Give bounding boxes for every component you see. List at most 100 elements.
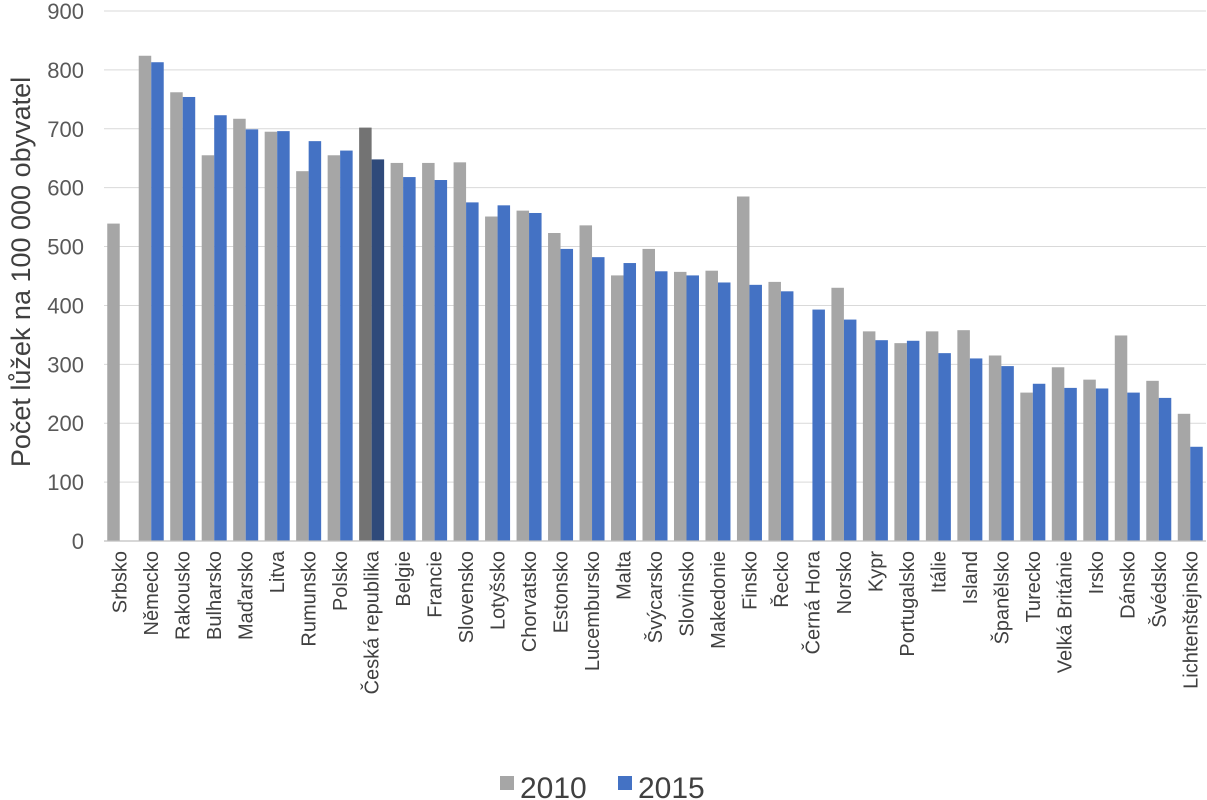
y-tick-label: 800 <box>47 58 84 83</box>
x-tick-label: Lucembursko <box>582 551 604 671</box>
legend-swatch <box>500 776 514 790</box>
bar-2010 <box>359 127 372 541</box>
x-tick-label: Lotyšsko <box>488 551 510 630</box>
bar-2015 <box>686 275 699 541</box>
bar-2010 <box>264 131 278 541</box>
x-tick-label: Velká Británie <box>1054 551 1076 673</box>
x-tick-label: Itálie <box>928 551 950 593</box>
bars <box>107 55 1203 542</box>
bar-2010 <box>768 281 781 541</box>
bar-2010 <box>894 343 907 541</box>
bar-2015 <box>308 141 322 541</box>
bar-2015 <box>780 291 794 541</box>
bar-2015 <box>749 284 762 541</box>
bar-2010 <box>1146 380 1159 541</box>
x-tick-label: Švýcarsko <box>644 551 667 643</box>
bar-2010 <box>611 275 624 541</box>
x-tick-label: Lichtenštejnsko <box>1180 551 1202 689</box>
x-tick-label: Španělsko <box>990 551 1013 644</box>
y-tick-label: 400 <box>47 293 84 318</box>
bar-2015 <box>812 309 825 541</box>
x-tick-label: Chorvatsko <box>519 551 541 652</box>
bar-2015 <box>906 340 920 541</box>
bar-2010 <box>138 55 152 541</box>
bar-2015 <box>717 282 731 541</box>
bar-2010 <box>453 162 467 541</box>
bar-2010 <box>390 162 404 541</box>
legend: 2010 2015 <box>500 772 705 800</box>
x-tick-label: Dánsko <box>1117 551 1139 619</box>
bar-2010 <box>233 118 246 542</box>
x-tick-label: Řecko <box>770 551 793 608</box>
bar-2015 <box>466 202 479 541</box>
x-tick-label: Švédsko <box>1148 551 1171 628</box>
bar-2015 <box>623 263 637 541</box>
bar-2010 <box>1020 392 1033 541</box>
bar-2010 <box>107 223 120 542</box>
bar-2010 <box>1051 367 1065 541</box>
legend-label: 2010 <box>520 772 587 800</box>
x-tick-label: Rumunsko <box>299 551 321 647</box>
x-tick-label: Německo <box>141 551 163 635</box>
y-axis-label: Počet lůžek na 100 000 obyvatel <box>6 77 36 467</box>
y-tick-label: 700 <box>47 117 84 142</box>
x-tick-label: Makedonie <box>708 551 730 649</box>
bar-2010 <box>327 155 341 541</box>
bar-2015 <box>529 212 542 541</box>
x-tick-label: Slovensko <box>456 551 478 643</box>
x-tick-label: Polsko <box>330 551 352 611</box>
bar-2015 <box>1127 392 1140 541</box>
bar-2015 <box>182 96 196 541</box>
bar-2015 <box>655 271 668 541</box>
bar-2015 <box>843 319 857 541</box>
x-tick-label: Bulharsko <box>204 551 226 640</box>
y-axis-ticks: 0 100 200 300 400 500 600 700 800 900 <box>47 0 84 554</box>
x-tick-label: Island <box>960 551 982 604</box>
x-tick-label: Norsko <box>834 551 856 614</box>
bar-2010 <box>705 270 718 541</box>
bar-2010 <box>579 225 593 541</box>
bar-2010 <box>296 171 309 541</box>
bar-2015 <box>340 150 353 542</box>
x-tick-label: Belgie <box>393 551 415 607</box>
bar-2010 <box>831 287 844 541</box>
bar-2010 <box>736 196 750 541</box>
x-tick-label: Černá Hora <box>801 550 824 654</box>
bar-2010 <box>925 331 939 541</box>
bar-2015 <box>560 248 574 541</box>
bar-2010 <box>548 233 561 541</box>
bar-2010 <box>1083 379 1096 541</box>
x-tick-label: Litva <box>267 550 289 593</box>
bar-2010 <box>642 248 655 541</box>
x-tick-label: Finsko <box>739 551 761 610</box>
bar-2015 <box>1032 383 1046 541</box>
x-tick-label: Turecko <box>1023 551 1045 623</box>
bar-2015 <box>1190 446 1203 541</box>
bar-2010 <box>485 216 498 541</box>
bar-2010 <box>1114 335 1128 541</box>
bar-2010 <box>1177 413 1191 541</box>
y-tick-label: 100 <box>47 470 84 495</box>
legend-label: 2015 <box>638 772 705 800</box>
y-tick-label: 500 <box>47 235 84 260</box>
y-tick-label: 0 <box>72 529 84 554</box>
x-tick-label: Malta <box>614 550 636 600</box>
y-tick-label: 900 <box>47 0 84 24</box>
bar-2010 <box>170 92 183 542</box>
bar-2015 <box>497 205 511 542</box>
x-tick-label: Francie <box>425 551 447 618</box>
bar-2015 <box>1158 397 1172 541</box>
x-tick-label: Portugalsko <box>897 551 919 657</box>
bar-2010 <box>988 355 1002 541</box>
bar-2015 <box>245 129 259 541</box>
bar-2015 <box>434 180 448 541</box>
bar-2015 <box>1064 387 1077 541</box>
x-axis-ticks: Srbsko Německo Rakousko Bulharsko Maďarsko Li… <box>110 550 1203 694</box>
bar-2010 <box>957 330 970 541</box>
x-tick-label: Kypr <box>865 551 887 592</box>
bar-2015 <box>1095 388 1109 541</box>
bar-2015 <box>277 131 290 541</box>
bar-2010 <box>673 271 687 541</box>
x-tick-label: Srbsko <box>110 551 132 613</box>
